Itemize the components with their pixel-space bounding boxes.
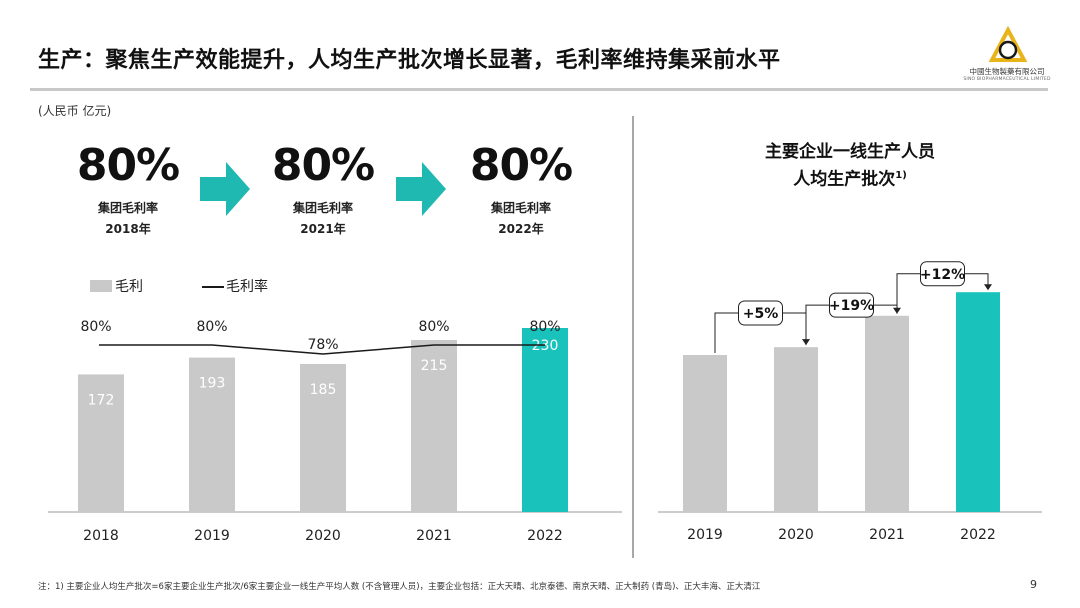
bar-2022 (956, 292, 1000, 512)
gross-profit-chart: 172 2018 80% 193 2019 80% 185 2020 78% 215 2021 80%… (48, 319, 622, 544)
x-tick-label: 2019 (194, 528, 230, 544)
bar-value-label: 185 (310, 382, 337, 398)
margin-value-label: 80% (418, 319, 449, 335)
x-tick-label: 2020 (305, 528, 341, 544)
page-number: 9 (1030, 578, 1037, 591)
margin-value-label: 78% (307, 337, 338, 353)
x-tick-label: 2022 (527, 528, 563, 544)
bar-value-label: 172 (88, 392, 115, 408)
x-tick-label: 2018 (83, 528, 119, 544)
section-divider (632, 116, 634, 558)
legend-bar-label: 毛利 (115, 279, 143, 295)
bar-value-label: 215 (421, 358, 448, 374)
bar-2019 (683, 355, 727, 512)
kpi-value-2021: 80% (271, 140, 375, 191)
footnote: 注：1) 主要企业人均生产批次=6家主要企业生产批次/6家主要企业一线生产平均人… (38, 582, 761, 592)
kpi-year-2018: 2018年 (105, 222, 151, 236)
right-chart-title-line2: 人均生产批次1) (700, 164, 1000, 192)
right-chart-title: 主要企业一线生产人员 人均生产批次1) (700, 140, 1000, 192)
right-arrow-icon (200, 162, 250, 216)
margin-value-label: 80% (529, 319, 560, 335)
right-chart-title-sup: 1) (895, 170, 907, 181)
margin-value-label: 80% (196, 319, 227, 335)
kpi-value-2018: 80% (76, 140, 180, 191)
kpi-year-2021: 2021年 (300, 222, 346, 236)
bar-2020 (300, 364, 346, 512)
bar-2020 (774, 347, 818, 512)
title-divider (30, 88, 1048, 91)
kpi-year-2022: 2022年 (498, 222, 544, 236)
right-chart-title-line2-text: 人均生产批次 (793, 169, 896, 190)
margin-line (99, 344, 545, 355)
legend-line-label: 毛利率 (226, 279, 268, 295)
bar-value-label: 230 (532, 338, 559, 354)
logo-company-name: 中國生物製藥有限公司 (969, 67, 1045, 76)
legend-line-swatch (202, 286, 224, 288)
bar-2021 (411, 340, 457, 512)
bar-2018 (78, 374, 124, 512)
bar-2021 (865, 315, 909, 512)
x-tick-label: 2021 (869, 527, 905, 543)
x-tick-label: 2019 (687, 527, 723, 543)
kpi-label-2022: 集团毛利率 (490, 201, 551, 215)
growth-badge (738, 300, 783, 326)
right-arrow-icon (396, 162, 446, 216)
growth-label: +12% (920, 267, 965, 283)
logo-company-subtitle: SINO BIOPHARMACEUTICAL LIMITED (963, 77, 1051, 82)
bar-value-label: 193 (199, 376, 226, 392)
legend-bar-swatch (90, 280, 112, 292)
production-batch-chart: 2019 2020 2021 2022 +5% +19% +12% (658, 261, 1042, 543)
right-chart-title-line1: 主要企业一线生产人员 (765, 142, 935, 162)
unit-label: (人民币 亿元) (38, 104, 112, 118)
margin-value-label: 80% (80, 319, 111, 335)
bar-2022 (522, 328, 568, 512)
page-title: 生产：聚焦生产效能提升，人均生产批次增长显著，毛利率维持集采前水平 (38, 48, 781, 73)
bar-2019 (189, 357, 235, 512)
kpi-label-2021: 集团毛利率 (292, 201, 353, 215)
growth-badge (829, 292, 874, 318)
growth-label: +19% (829, 298, 874, 314)
growth-label: +5% (743, 306, 779, 322)
kpi-value-2022: 80% (469, 140, 573, 191)
growth-arrowhead-icon (984, 284, 992, 291)
x-tick-label: 2022 (960, 527, 996, 543)
triangle-circle-logo-icon (988, 26, 1028, 62)
x-tick-label: 2020 (778, 527, 814, 543)
kpi-label-2018: 集团毛利率 (97, 201, 158, 215)
x-tick-label: 2021 (416, 528, 452, 544)
growth-badge (920, 261, 965, 287)
